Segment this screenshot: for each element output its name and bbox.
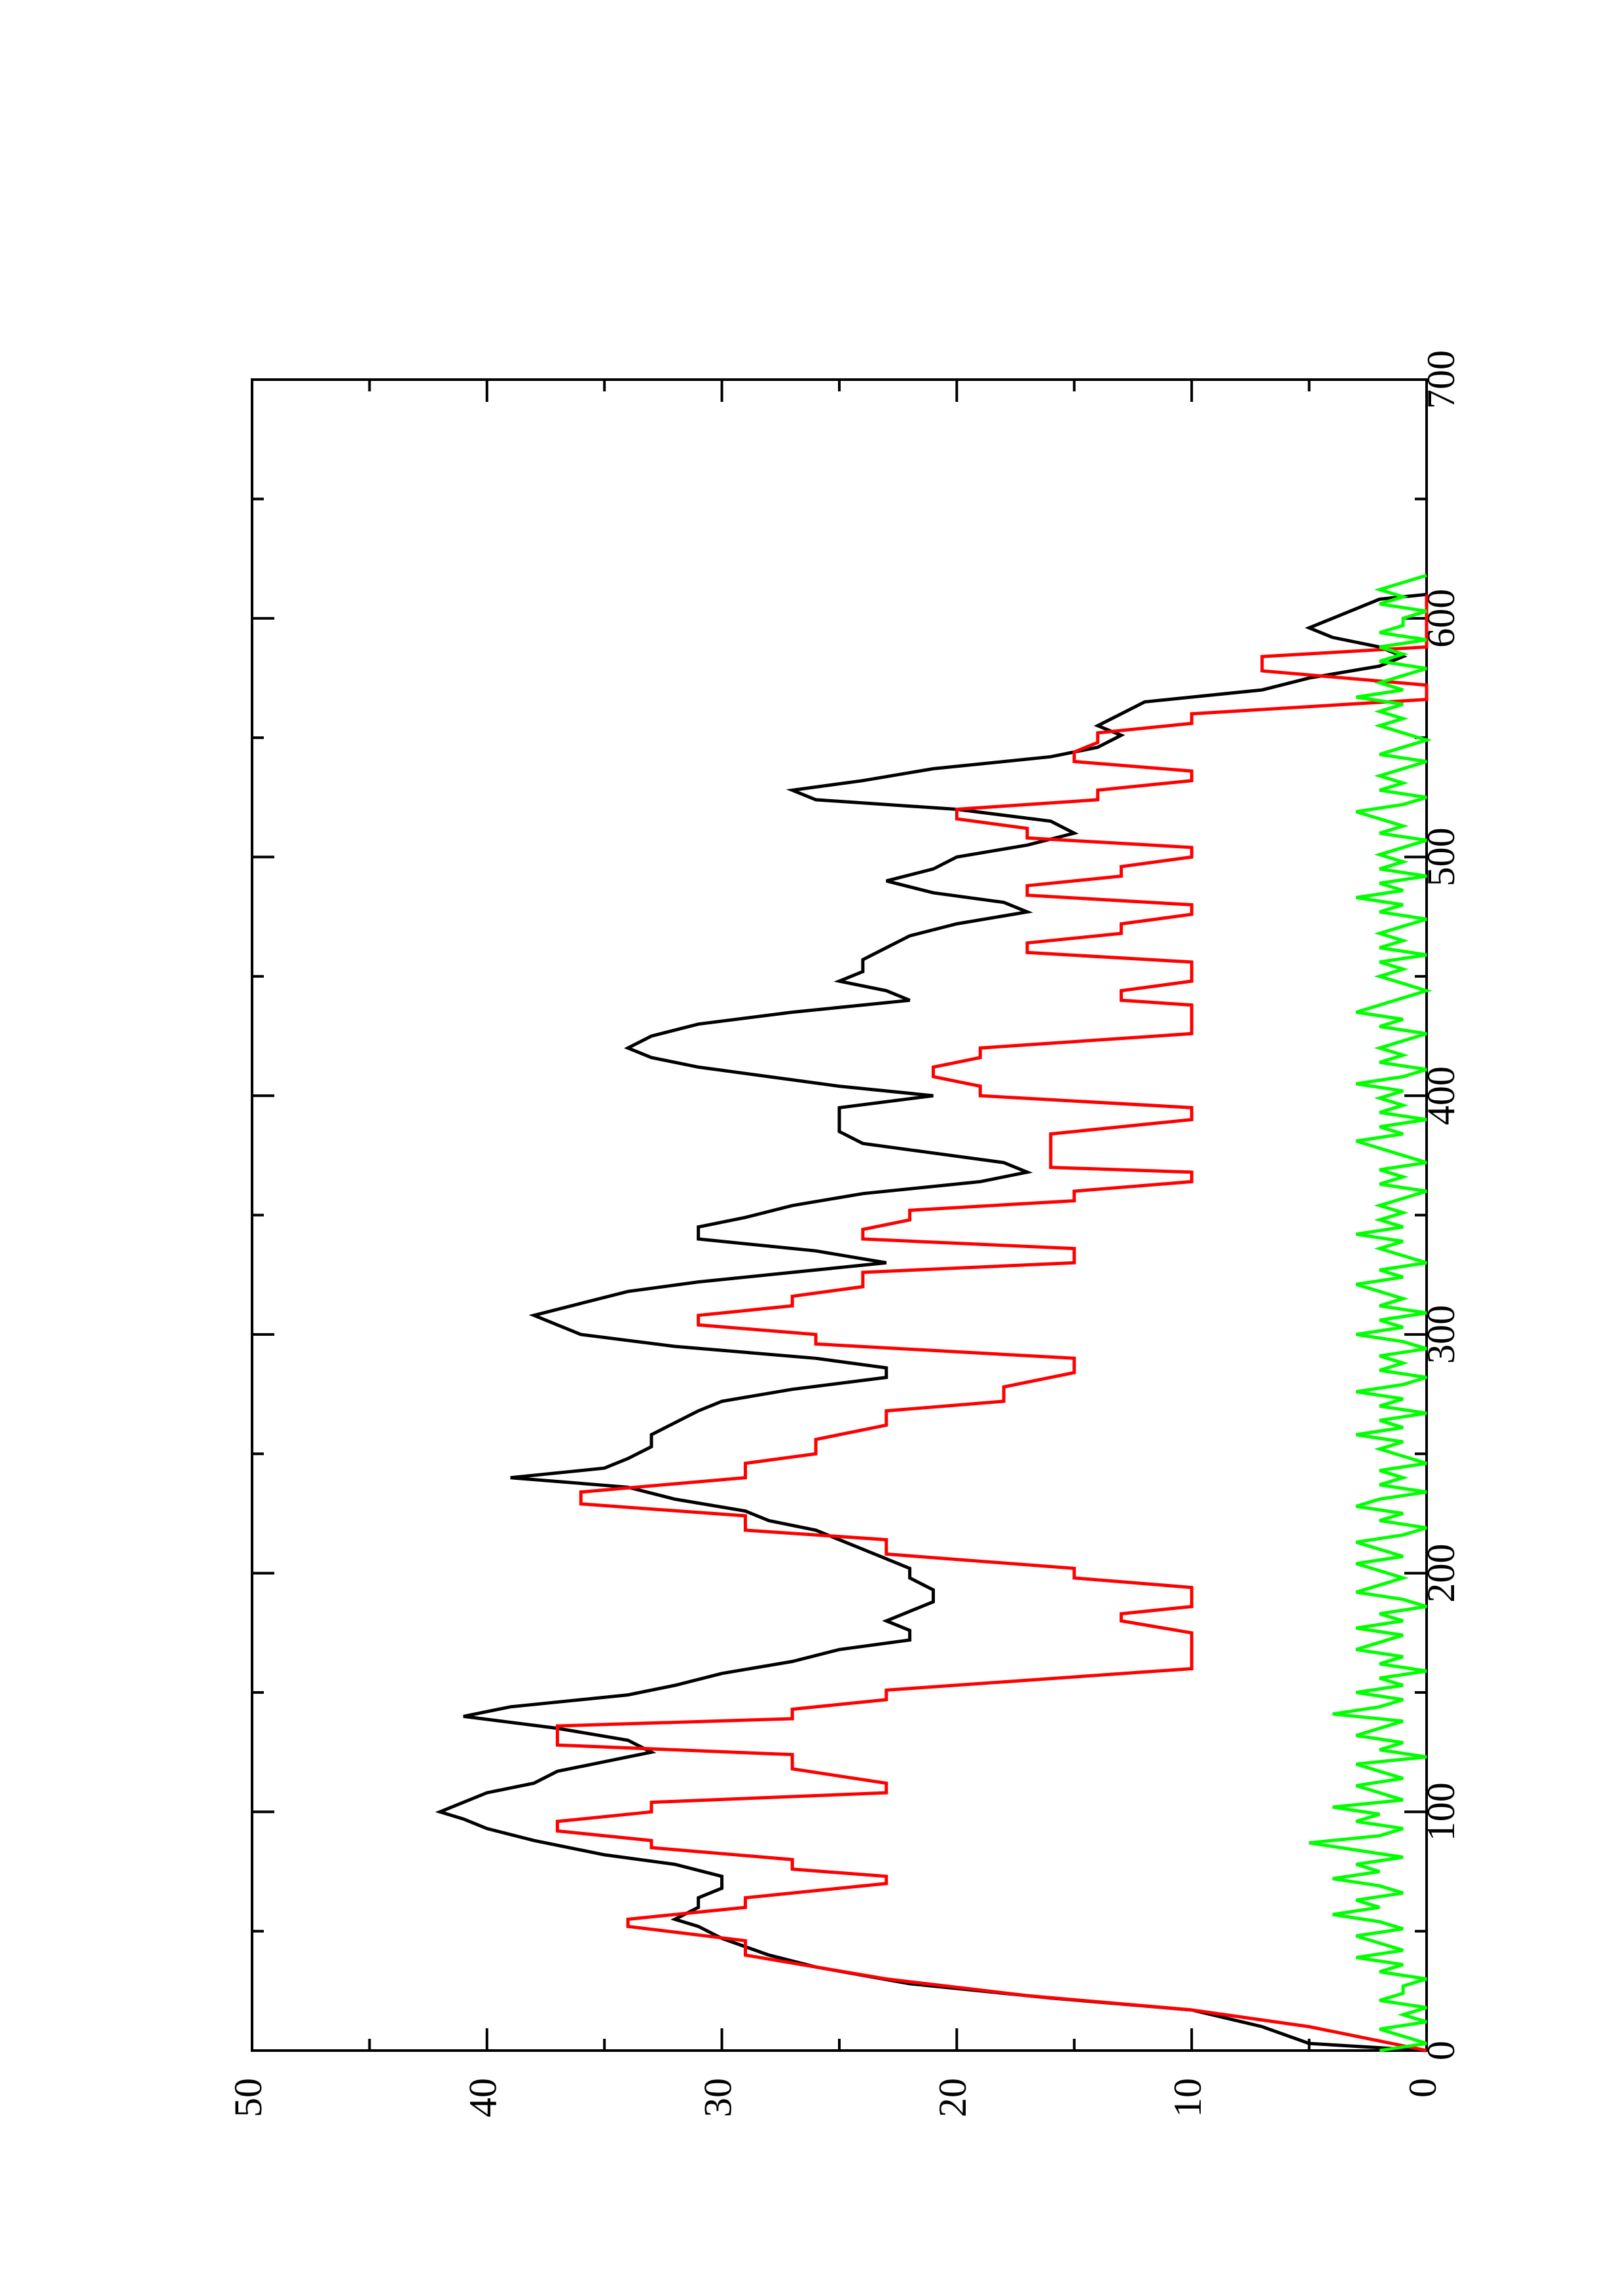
- y-tick-label: 30: [696, 2078, 739, 2117]
- series-line-2: [555, 594, 1429, 2053]
- series-line-3: [1309, 573, 1432, 2053]
- y-tick-label: 20: [931, 2078, 974, 2117]
- x-tick-label: 100: [1419, 1782, 1463, 1841]
- y-tick-label: 40: [462, 2078, 505, 2117]
- y-tick-label: 50: [227, 2078, 270, 2117]
- y-tick-label: 10: [1166, 2078, 1209, 2117]
- plot-frame: [251, 378, 1428, 2052]
- axis-ticks: [251, 378, 1428, 2052]
- series-group: [435, 573, 1432, 2053]
- x-tick-label: 300: [1419, 1305, 1463, 1364]
- x-tick-label: 700: [1419, 350, 1463, 409]
- y-tick-label: 0: [1401, 2078, 1444, 2098]
- series-line-1: [435, 592, 1427, 2053]
- x-tick-label: 200: [1419, 1544, 1463, 1603]
- x-tick-label: 400: [1419, 1066, 1463, 1125]
